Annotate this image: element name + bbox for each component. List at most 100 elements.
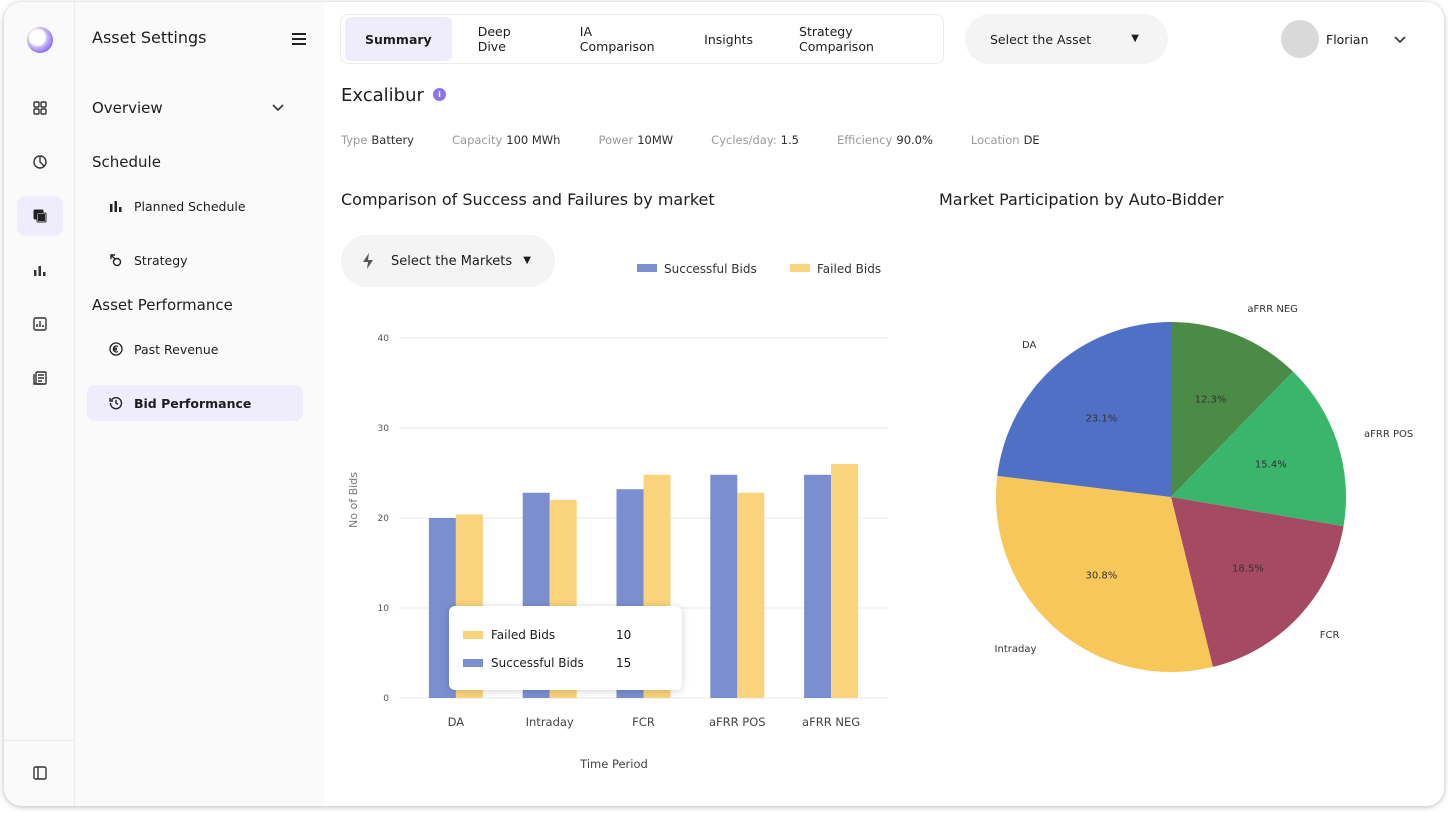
tab-strategy-comparison[interactable]: Strategy Comparison: [799, 24, 874, 54]
pie-value-label: 30.8%: [1085, 571, 1117, 582]
pie-slice[interactable]: [1171, 322, 1294, 497]
main-content: Summary Deep Dive IA Comparison Insights…: [324, 2, 1444, 806]
tooltip-row-failed: Failed Bids 10: [463, 628, 631, 642]
icon-rail: [4, 2, 75, 806]
sidebar-item-bid-performance[interactable]: Bid Performance: [87, 385, 303, 421]
legend-swatch: [790, 264, 810, 272]
y-tick-label: 20: [378, 514, 390, 524]
bar-chart-icon[interactable]: [17, 250, 63, 290]
sidebar-item-past-revenue[interactable]: Past Revenue: [87, 331, 303, 367]
tab-deep-dive[interactable]: Deep Dive: [477, 24, 511, 54]
pie-value-label: 12.3%: [1195, 395, 1227, 406]
tab-ia-comparison[interactable]: IA Comparison: [579, 24, 655, 54]
legend-swatch: [463, 631, 483, 639]
app-window: Asset Settings Overview Schedule Planned…: [4, 2, 1444, 806]
x-tick-label: aFRR POS: [709, 715, 766, 729]
pie-slice[interactable]: [996, 475, 1213, 672]
euro-icon: [108, 341, 124, 357]
logo-icon: [27, 27, 53, 53]
menu-icon[interactable]: [289, 29, 309, 49]
market-select[interactable]: Select the Markets ▼: [341, 235, 555, 287]
documents-icon[interactable]: [17, 358, 63, 398]
chevron-down-icon[interactable]: [271, 102, 285, 112]
spec-cycles: Cycles/day: 1.5: [711, 133, 799, 147]
caret-down-icon: ▼: [523, 255, 531, 266]
tooltip-row-successful: Successful Bids 15: [463, 656, 631, 670]
sidebar-section-asset-performance: Asset Performance: [92, 296, 233, 314]
bar-chart-icon: [108, 198, 124, 214]
pie-slice[interactable]: [1171, 371, 1346, 527]
market-select-label: Select the Markets: [391, 253, 513, 269]
legend-label: Failed Bids: [817, 262, 881, 276]
bolt-icon: [363, 253, 373, 269]
dashboard-icon[interactable]: [17, 88, 63, 128]
legend-swatch: [637, 264, 657, 272]
sidebar-title: Asset Settings: [92, 28, 207, 47]
caret-down-icon: ▼: [1131, 33, 1139, 44]
x-axis-label: Time Period: [579, 757, 648, 771]
pie-category-label: aFRR POS: [1364, 429, 1413, 440]
x-tick-label: Intraday: [526, 715, 574, 729]
bar-chart-title: Comparison of Success and Failures by ma…: [341, 190, 715, 209]
pie-slice[interactable]: [1171, 497, 1344, 667]
spec-location: Location DE: [970, 133, 1040, 147]
x-tick-label: DA: [448, 715, 465, 729]
report-icon[interactable]: [17, 304, 63, 344]
spec-capacity: Capacity 100 MWh: [452, 133, 561, 147]
asset-select-label: Select the Asset: [990, 31, 1092, 47]
user-menu[interactable]: Florian: [1281, 20, 1406, 58]
user-name: Florian: [1326, 31, 1369, 47]
history-icon: [108, 395, 124, 411]
bar-failed[interactable]: [737, 492, 765, 698]
strategy-icon: [108, 252, 124, 268]
bar-chart: 0 10 20 30 40 DA Intraday FCR aFRR POS aFRR NEG Ti…: [347, 262, 888, 771]
spec-type: Type Battery: [341, 133, 414, 147]
pie-slice[interactable]: [997, 322, 1171, 497]
asset-specs: Type Battery Capacity 100 MWh Power 10MW Cy…: [341, 133, 1078, 147]
sidebar-section-schedule: Schedule: [92, 153, 161, 171]
layers-icon[interactable]: [17, 196, 63, 236]
y-tick-label: 30: [378, 424, 390, 434]
chevron-down-icon[interactable]: [1393, 34, 1407, 44]
sidebar-item-strategy[interactable]: Strategy: [87, 242, 303, 278]
analytics-icon[interactable]: [17, 142, 63, 182]
sidebar-section-overview[interactable]: Overview: [92, 99, 163, 117]
tab-summary[interactable]: Summary: [345, 17, 452, 61]
sidebar-item-label: Bid Performance: [134, 395, 252, 411]
y-tick-label: 0: [383, 694, 389, 704]
tab-bar: Summary Deep Dive IA Comparison Insights…: [340, 14, 944, 64]
y-axis-label: No of Bids: [347, 472, 360, 528]
sidebar-item-label: Strategy: [134, 252, 188, 268]
sidebar-item-label: Past Revenue: [134, 341, 219, 357]
pie-chart-title: Market Participation by Auto-Bidder: [939, 190, 1224, 209]
x-tick-label: aFRR NEG: [802, 715, 860, 729]
spec-efficiency: Efficiency 90.0%: [836, 133, 933, 147]
asset-select[interactable]: Select the Asset ▼: [965, 14, 1168, 64]
spec-power: Power 10MW: [598, 133, 674, 147]
pie-value-label: 18.5%: [1232, 563, 1264, 574]
sidebar: Asset Settings Overview Schedule Planned…: [75, 2, 324, 806]
pie-category-label: DA: [1022, 340, 1037, 351]
pie-category-label: FCR: [1320, 630, 1340, 641]
y-tick-label: 40: [378, 334, 390, 344]
chart-tooltip: Failed Bids 10 Successful Bids 15: [449, 606, 682, 690]
page-title: Excalibur: [341, 85, 424, 106]
pie-value-label: 23.1%: [1085, 413, 1117, 424]
bar-successful[interactable]: [804, 474, 832, 698]
tab-insights[interactable]: Insights: [704, 31, 754, 47]
avatar[interactable]: [1281, 20, 1319, 58]
rail-footer: [4, 740, 74, 806]
pie-category-label: Intraday: [995, 644, 1037, 655]
y-tick-label: 10: [378, 604, 390, 614]
legend-swatch: [463, 659, 483, 667]
sidebar-item-planned-schedule[interactable]: Planned Schedule: [87, 188, 303, 224]
sidebar-toggle-icon[interactable]: [17, 753, 63, 793]
legend-label: Successful Bids: [664, 262, 757, 276]
info-icon[interactable]: i: [433, 88, 446, 101]
sidebar-item-label: Planned Schedule: [134, 198, 246, 214]
pie-chart: 12.3% aFRR NEG 15.4% aFRR POS 18.5% FCR 30.8% I…: [995, 304, 1413, 672]
pie-category-label: aFRR NEG: [1247, 304, 1298, 315]
pie-value-label: 15.4%: [1255, 459, 1287, 470]
bar-failed[interactable]: [831, 464, 859, 698]
bar-successful[interactable]: [710, 474, 738, 698]
